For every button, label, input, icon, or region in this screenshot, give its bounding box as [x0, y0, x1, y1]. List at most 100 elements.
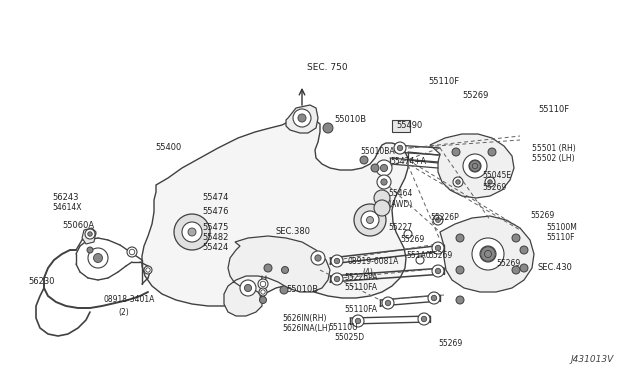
Circle shape [87, 247, 93, 253]
Circle shape [380, 164, 388, 171]
Circle shape [418, 313, 430, 325]
Text: J431013V: J431013V [570, 356, 613, 365]
Circle shape [404, 230, 412, 238]
Circle shape [331, 255, 343, 267]
Circle shape [435, 218, 440, 222]
Circle shape [371, 164, 379, 172]
Circle shape [93, 253, 102, 263]
Circle shape [488, 180, 492, 184]
Text: 55474: 55474 [202, 193, 228, 202]
Circle shape [280, 286, 288, 294]
Polygon shape [82, 228, 96, 244]
Circle shape [85, 229, 95, 239]
Circle shape [144, 266, 152, 274]
Text: 55475: 55475 [202, 224, 228, 232]
Text: 55269: 55269 [400, 235, 424, 244]
Circle shape [293, 109, 311, 127]
Text: (4): (4) [362, 267, 373, 276]
Text: 54614X: 54614X [52, 203, 81, 212]
Text: 55060A: 55060A [62, 221, 94, 231]
Circle shape [334, 276, 340, 282]
Circle shape [259, 296, 266, 304]
Circle shape [259, 288, 267, 296]
Polygon shape [224, 236, 330, 316]
Circle shape [416, 256, 424, 264]
Circle shape [456, 296, 464, 304]
Circle shape [374, 190, 390, 206]
Circle shape [432, 242, 444, 254]
Text: 55110F: 55110F [546, 234, 575, 243]
Text: 55010BA: 55010BA [360, 148, 395, 157]
Text: 55110F: 55110F [538, 106, 569, 115]
Circle shape [472, 238, 504, 270]
Circle shape [311, 251, 325, 265]
Circle shape [244, 285, 252, 292]
Circle shape [512, 234, 520, 242]
Text: 55464: 55464 [388, 189, 412, 199]
Circle shape [282, 266, 289, 273]
Text: 55110FA: 55110FA [344, 283, 377, 292]
Text: 55010B: 55010B [286, 285, 318, 295]
Text: 55110U: 55110U [328, 324, 358, 333]
Polygon shape [430, 134, 514, 198]
Circle shape [367, 217, 374, 224]
Circle shape [456, 234, 464, 242]
Circle shape [352, 315, 364, 327]
Circle shape [377, 175, 391, 189]
Text: 08919-6081A: 08919-6081A [348, 257, 399, 266]
Text: 56243: 56243 [52, 193, 79, 202]
Circle shape [456, 180, 460, 184]
Circle shape [397, 145, 403, 151]
Circle shape [484, 250, 492, 257]
Text: 55010B: 55010B [334, 115, 366, 125]
Polygon shape [142, 118, 408, 306]
Circle shape [88, 248, 108, 268]
Text: (AWD): (AWD) [388, 199, 412, 208]
Circle shape [129, 249, 135, 255]
Text: SEC.430: SEC.430 [538, 263, 573, 273]
Text: 55226P: 55226P [430, 214, 459, 222]
Circle shape [127, 247, 137, 257]
Circle shape [261, 290, 265, 294]
Circle shape [376, 160, 392, 176]
Text: 08918-3401A: 08918-3401A [104, 295, 156, 305]
Text: 5626INA(LH): 5626INA(LH) [282, 324, 331, 333]
Circle shape [355, 318, 361, 324]
Circle shape [354, 204, 386, 236]
Circle shape [488, 148, 496, 156]
Text: 55045E: 55045E [482, 171, 511, 180]
Text: SEC.380: SEC.380 [275, 228, 310, 237]
Circle shape [435, 245, 441, 251]
Text: 55269: 55269 [530, 211, 554, 219]
Circle shape [331, 273, 343, 285]
Text: 55269: 55269 [438, 340, 462, 349]
Text: SEC. 750: SEC. 750 [307, 64, 348, 73]
Circle shape [435, 268, 441, 274]
Circle shape [512, 266, 520, 274]
Circle shape [456, 266, 464, 274]
Circle shape [381, 179, 387, 185]
Text: 55269: 55269 [482, 183, 506, 192]
Text: 55501 (RH): 55501 (RH) [532, 144, 576, 153]
Circle shape [481, 247, 495, 261]
Text: 55100M: 55100M [546, 224, 577, 232]
Text: 55110F: 55110F [428, 77, 459, 87]
Circle shape [472, 163, 477, 169]
Circle shape [485, 177, 495, 187]
Text: 55269: 55269 [428, 251, 452, 260]
Circle shape [520, 264, 528, 272]
Circle shape [433, 215, 443, 225]
Text: 55474+A: 55474+A [390, 157, 426, 167]
Circle shape [385, 300, 390, 306]
Circle shape [428, 292, 440, 304]
Circle shape [432, 265, 444, 277]
Text: 55490: 55490 [396, 122, 422, 131]
Circle shape [298, 114, 306, 122]
Text: 55269: 55269 [462, 90, 488, 99]
Circle shape [463, 154, 487, 178]
Text: 55110FA: 55110FA [344, 305, 377, 314]
Circle shape [146, 268, 150, 272]
Circle shape [394, 142, 406, 154]
Circle shape [88, 232, 92, 236]
Circle shape [374, 200, 390, 216]
